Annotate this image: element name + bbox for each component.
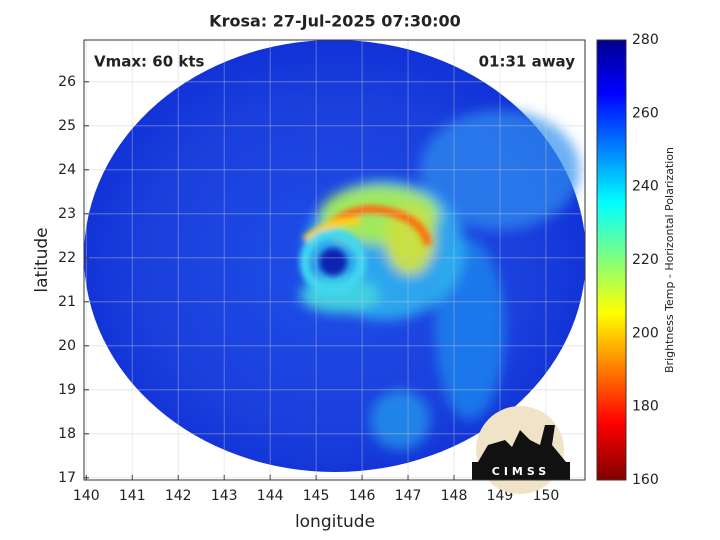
y-tick-label: 23: [58, 206, 76, 222]
annotation: 01:31 away: [479, 53, 576, 71]
y-tick-label: 26: [58, 74, 76, 90]
x-axis-label: longitude: [295, 512, 375, 532]
y-tick-label: 25: [58, 118, 76, 134]
x-tick-label: 149: [487, 488, 514, 504]
x-tick-label: 143: [211, 488, 238, 504]
logo: CIMSS: [472, 406, 570, 494]
x-tick-label: 147: [395, 488, 422, 504]
colorbar-tick-label: 240: [632, 179, 659, 195]
y-axis-label: latitude: [32, 227, 52, 292]
x-tick-label: 146: [349, 488, 376, 504]
colorbar-tick-label: 260: [632, 105, 659, 121]
y-tick-label: 17: [58, 470, 76, 486]
x-tick-label: 145: [303, 488, 330, 504]
colorbar-tick-label: 280: [632, 32, 659, 48]
colorbar-tick-label: 220: [632, 252, 659, 268]
x-tick-label: 148: [441, 488, 468, 504]
chart-title: Krosa: 27-Jul-2025 07:30:00: [209, 12, 461, 31]
colorbar-tick-label: 160: [632, 472, 659, 488]
y-tick-label: 24: [58, 162, 76, 178]
colorbar: [596, 39, 627, 481]
y-tick-label: 21: [58, 294, 76, 310]
x-tick-label: 144: [257, 488, 284, 504]
plot-frame: [83, 39, 586, 481]
colorbar-label: Brightness Temp - Horizontal Polarizatio…: [663, 147, 676, 373]
colorbar-tick-label: 180: [632, 399, 659, 415]
y-tick-label: 22: [58, 250, 76, 266]
annotation: Vmax: 60 kts: [94, 53, 204, 71]
y-tick-label: 19: [58, 382, 76, 398]
x-tick-label: 150: [533, 488, 560, 504]
y-tick-label: 20: [58, 338, 76, 354]
y-tick-label: 18: [58, 426, 76, 442]
x-tick-label: 140: [73, 488, 100, 504]
x-tick-label: 141: [119, 488, 146, 504]
colorbar-tick-label: 200: [632, 325, 659, 341]
logo-text: CIMSS: [492, 465, 550, 478]
x-tick-label: 142: [165, 488, 192, 504]
